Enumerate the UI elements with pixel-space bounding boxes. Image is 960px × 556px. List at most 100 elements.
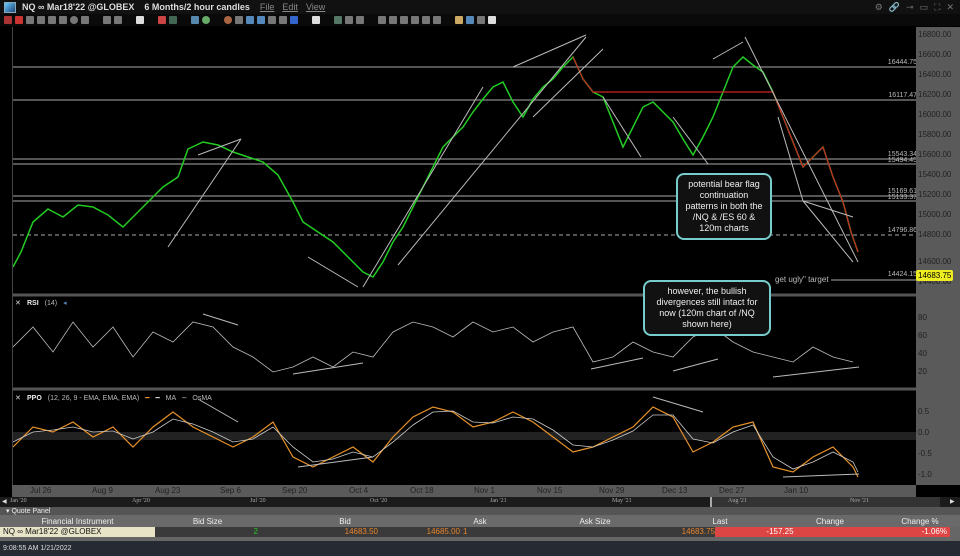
- col-bid-size[interactable]: Bid Size: [192, 516, 223, 526]
- y-tick: 15200.00: [918, 190, 952, 199]
- x-tick: Oct 18: [410, 486, 434, 495]
- y-tick: 14400.00: [918, 277, 952, 286]
- chart-area[interactable]: 16444.75 16117.47 15543.34 15494.45 1516…: [12, 27, 917, 485]
- close-icon[interactable]: [4, 16, 12, 24]
- globe-icon[interactable]: [202, 16, 210, 24]
- y-tick: 14800.00: [918, 230, 952, 239]
- rsi-params: (14): [44, 299, 58, 307]
- pin-icon[interactable]: ⊸: [906, 1, 914, 12]
- x-tick: Jul 26: [30, 486, 52, 495]
- ask-size-cell: 1: [460, 527, 640, 537]
- grid-icon[interactable]: [114, 16, 122, 24]
- ppo-line-legend-icon: ━: [145, 395, 150, 402]
- palette-icon[interactable]: [455, 16, 463, 24]
- time-navigator[interactable]: ◀ Jan '20 Apr '20 Jul '20 Oct '20 Jan '2…: [0, 497, 960, 507]
- menu-view[interactable]: View: [305, 2, 326, 12]
- filter2-icon[interactable]: [312, 16, 320, 24]
- y-tick: 16000.00: [918, 110, 952, 119]
- undo-icon[interactable]: [268, 16, 276, 24]
- y-tick: 16600.00: [918, 50, 952, 59]
- col-change[interactable]: Change: [815, 516, 845, 526]
- link-icon[interactable]: 🔗: [888, 1, 901, 12]
- period-selector[interactable]: 6 Months/2 hour candles: [144, 2, 250, 12]
- level-label: 15133.37: [887, 194, 917, 201]
- pan-left-icon[interactable]: [400, 16, 408, 24]
- price-axis[interactable]: 16800.00 16600.00 16400.00 16200.00 1600…: [916, 27, 960, 485]
- menu-file[interactable]: File: [259, 2, 275, 12]
- title-bar: NQ ∞ Mar18'22 @GLOBEX 6 Months/2 hour ca…: [0, 0, 960, 14]
- x-tick: Dec 13: [662, 486, 688, 495]
- status-time: 9:08:55 AM 1/21/2022: [3, 545, 72, 552]
- y-tick: 16200.00: [918, 90, 952, 99]
- quote-row[interactable]: NQ ∞ Mar18'22 @GLOBEX 2 14683.50 14685.0…: [0, 527, 960, 537]
- hatch-icon[interactable]: [356, 16, 364, 24]
- x-tick: Sep 20: [282, 486, 308, 495]
- expand-icon[interactable]: [422, 16, 430, 24]
- osma-legend-label: OsMA: [192, 394, 212, 402]
- target-icon[interactable]: [224, 16, 232, 24]
- more-icon[interactable]: [488, 16, 496, 24]
- shrink-icon[interactable]: [433, 16, 441, 24]
- scroll-right-icon[interactable]: ▶: [950, 499, 955, 505]
- close-panel-icon[interactable]: ✕: [15, 395, 21, 402]
- settings-icon[interactable]: ⚙: [874, 1, 883, 12]
- cursor-icon[interactable]: [26, 16, 34, 24]
- zoom-in-icon[interactable]: [378, 16, 386, 24]
- chart-icon[interactable]: [334, 16, 342, 24]
- wrench-icon[interactable]: [477, 16, 485, 24]
- level-label: 16117.47: [888, 92, 917, 99]
- ppo-tick: -0.5: [918, 449, 932, 458]
- disk-icon[interactable]: [59, 16, 67, 24]
- x-tick: Nov 15: [537, 486, 563, 495]
- arrow-icon[interactable]: [235, 16, 243, 24]
- maximize-icon[interactable]: ⛶: [934, 1, 941, 12]
- table-icon[interactable]: [37, 16, 45, 24]
- x-tick: Aug 23: [155, 486, 181, 495]
- pan-right-icon[interactable]: [411, 16, 419, 24]
- col-ask-size[interactable]: Ask Size: [579, 516, 611, 526]
- nav-tick: Jan '20: [10, 498, 27, 504]
- doc-icon[interactable]: [246, 16, 254, 24]
- settings-icon[interactable]: ◂: [63, 300, 67, 307]
- status-bar: 9:08:55 AM 1/21/2022: [0, 541, 960, 556]
- col-last[interactable]: Last: [712, 516, 728, 526]
- mountain-icon[interactable]: [191, 16, 199, 24]
- ppo-params: (12, 26, 9 - EMA, EMA, EMA): [47, 394, 140, 402]
- minimize-icon[interactable]: ▭: [919, 1, 929, 12]
- image-icon[interactable]: [81, 16, 89, 24]
- close-panel-icon[interactable]: ✕: [15, 300, 21, 307]
- redo-icon[interactable]: [279, 16, 287, 24]
- nav-tick: Jul '20: [250, 498, 266, 504]
- col-bid[interactable]: Bid: [339, 516, 351, 526]
- pencil-icon[interactable]: [158, 16, 166, 24]
- bars-icon[interactable]: [169, 16, 177, 24]
- symbol-selector[interactable]: NQ ∞ Mar18'22 @GLOBEX: [22, 2, 135, 12]
- y-tick: 15600.00: [918, 150, 952, 159]
- quote-panel-title[interactable]: ▾ Quote Panel: [0, 507, 960, 515]
- scroll-left-icon[interactable]: ◀: [2, 499, 7, 505]
- level-label: 15494.45: [887, 157, 917, 164]
- layout-icon[interactable]: [103, 16, 111, 24]
- menu-edit[interactable]: Edit: [282, 2, 298, 12]
- doc2-icon[interactable]: [257, 16, 265, 24]
- next-icon[interactable]: [290, 16, 298, 24]
- rsi-header: ✕ RSI (14) ◂: [15, 299, 67, 308]
- close-icon[interactable]: ✕: [946, 1, 954, 12]
- col-ask[interactable]: Ask: [473, 516, 487, 526]
- crosshair-icon[interactable]: [15, 16, 23, 24]
- ppo-name: PPO: [27, 394, 42, 402]
- ma-line-legend-icon: ━: [155, 395, 160, 402]
- col-change-pct[interactable]: Change %: [901, 516, 939, 526]
- navigator-window[interactable]: [710, 497, 940, 507]
- nav-tick: Jan '21: [490, 498, 507, 504]
- col-instrument[interactable]: Financial Instrument: [41, 516, 114, 526]
- line-icon[interactable]: [345, 16, 353, 24]
- level-label: 14796.86: [887, 227, 917, 234]
- refresh-icon[interactable]: [466, 16, 474, 24]
- time-axis[interactable]: Jul 26 Aug 9 Aug 23 Sep 6 Sep 20 Oct 4 O…: [12, 485, 916, 497]
- zoom-out-icon[interactable]: [389, 16, 397, 24]
- filter-icon[interactable]: [136, 16, 144, 24]
- instrument-cell[interactable]: NQ ∞ Mar18'22 @GLOBEX: [0, 527, 155, 537]
- print-icon[interactable]: [48, 16, 56, 24]
- circle-icon[interactable]: [70, 16, 78, 24]
